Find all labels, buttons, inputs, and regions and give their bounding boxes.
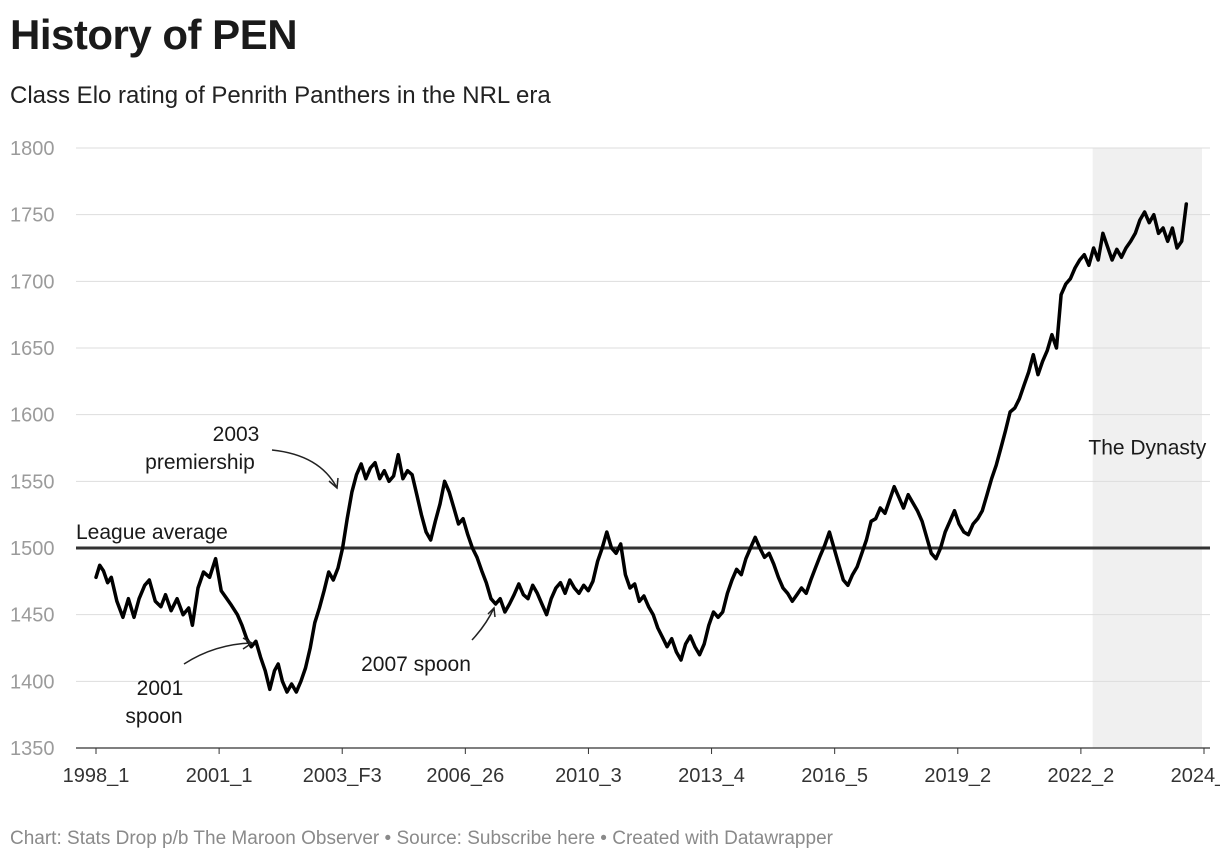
y-tick-label: 1600 <box>10 405 55 427</box>
source-link[interactable]: Subscribe here <box>467 828 596 849</box>
annotation-arrow <box>471 607 495 641</box>
x-tick-label: 2001_1 <box>186 765 253 787</box>
x-tick-label: 2022_2 <box>1048 765 1115 787</box>
elo-rating-line <box>94 202 1189 694</box>
annotation-arrowhead <box>487 606 496 618</box>
footer-credit: Chart: Stats Drop p/b The Maroon Observe… <box>10 828 468 849</box>
y-tick-label: 1750 <box>10 205 55 227</box>
annotation-arrow <box>183 642 253 665</box>
y-tick-label: 1400 <box>10 671 55 693</box>
chart-title: History of PEN <box>10 11 298 58</box>
y-tick-label: 1500 <box>10 538 55 560</box>
x-tick-label: 2019_2 <box>924 765 991 787</box>
x-tick-label: 1998_1 <box>63 765 130 787</box>
x-tick-label: 2003_F3 <box>303 765 382 787</box>
footer-tool: • Created with Datawrapper <box>595 828 833 849</box>
annotation-2001-spoon-line2: spoon <box>125 705 182 728</box>
annotation-arrowhead <box>328 477 339 490</box>
y-tick-label: 1650 <box>10 338 55 360</box>
chart-subtitle: Class Elo rating of Penrith Panthers in … <box>10 82 551 109</box>
highlight-band <box>1092 148 1202 748</box>
annotation-2007-spoon: 2007 spoon <box>361 653 471 676</box>
annotation-arrow <box>271 449 338 489</box>
x-tick-label: 2010_3 <box>555 765 622 787</box>
chart-footer: Chart: Stats Drop p/b The Maroon Observe… <box>10 828 833 850</box>
annotation-2001-spoon: 2001 <box>137 677 184 700</box>
annotation-2003-premiership-line2: premiership <box>145 451 255 474</box>
annotation-2003-premiership: 2003 <box>213 423 260 446</box>
y-tick-label: 1350 <box>10 738 55 760</box>
x-tick-label: 2016_5 <box>801 765 868 787</box>
line-chart: The Dynasty League average 2003 premiersh… <box>10 138 1220 787</box>
x-tick-label: 2006_26 <box>426 765 504 787</box>
x-tick-label: 2013_4 <box>678 765 745 787</box>
league-average-label: League average <box>76 521 228 544</box>
highlight-band-label: The Dynasty <box>1088 437 1206 460</box>
y-tick-label: 1550 <box>10 471 55 493</box>
x-tick-label: 2024_2 <box>1171 765 1220 787</box>
annotation-arrowhead <box>242 637 254 650</box>
y-tick-label: 1450 <box>10 605 55 627</box>
y-tick-label: 1800 <box>10 138 55 160</box>
y-tick-label: 1700 <box>10 271 55 293</box>
